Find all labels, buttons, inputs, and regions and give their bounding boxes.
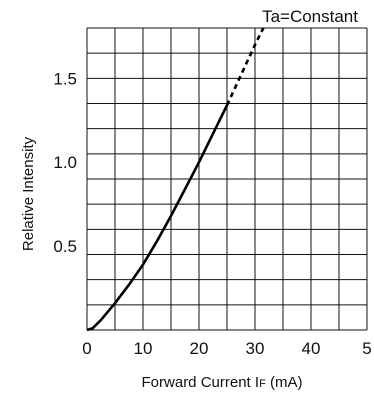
y-tick-label: 0.5 (53, 237, 77, 256)
y-tick-label: 1.5 (53, 69, 77, 88)
x-axis-label: Forward Current IF (mA) (142, 374, 303, 391)
annotation-label: Ta=Constant (262, 7, 358, 26)
x-axis-label-suffix: (mA) (266, 374, 303, 391)
x-tick-label: 20 (190, 339, 209, 358)
x-tick-label: 40 (302, 339, 321, 358)
x-tick-label: 5 (362, 339, 371, 358)
series-line-extrapolated (225, 27, 265, 106)
tick-labels: 0 10 20 30 40 5 0.5 1.0 1.5 (53, 69, 371, 358)
y-tick-label: 1.0 (53, 153, 77, 172)
x-tick-label: 30 (246, 339, 265, 358)
y-axis-label: Relative Intensity (20, 136, 37, 251)
x-tick-label: 10 (134, 339, 153, 358)
series-line-measured (86, 104, 229, 332)
x-axis-label-prefix: Forward Current I (142, 374, 260, 391)
x-tick-label: 0 (82, 339, 91, 358)
series-group (86, 27, 265, 332)
grid (86, 27, 368, 331)
x-axis-label-subscript: F (259, 378, 266, 390)
